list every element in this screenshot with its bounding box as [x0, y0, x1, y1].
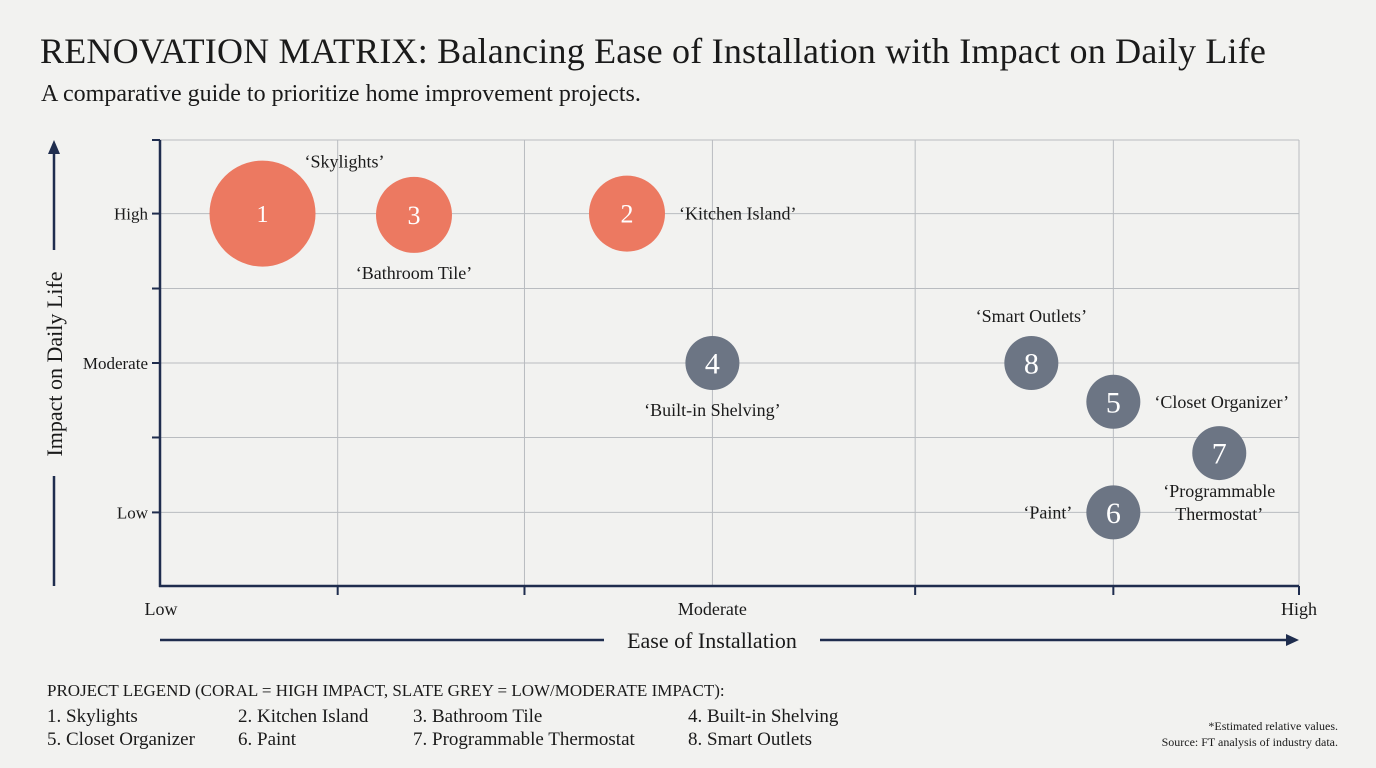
legend-item: 4. Built-in Shelving: [688, 706, 839, 727]
y-tick-label: Moderate: [83, 354, 148, 373]
y-tick-label: Low: [117, 503, 149, 522]
x-axis-arrow-head: [1286, 634, 1299, 646]
y-tick-label: High: [114, 205, 149, 224]
footnotes: *Estimated relative values. Source: FT a…: [1162, 718, 1338, 750]
legend-title: PROJECT LEGEND (CORAL = HIGH IMPACT, SLA…: [47, 681, 725, 700]
legend-item: 3. Bathroom Tile: [413, 706, 543, 727]
legend-item: 1. Skylights: [47, 706, 138, 727]
data-point-label: ‘Skylights’: [305, 152, 385, 172]
data-point-marker: [1086, 485, 1141, 540]
data-points: 1 ‘Skylights’ 2 ‘Kitchen Island’ 3 ‘Bathroom …: [209, 152, 1289, 540]
data-point-label: ‘Kitchen Island’: [679, 204, 796, 224]
data-point-marker: [1192, 426, 1247, 481]
data-point-number: 6: [1106, 497, 1121, 530]
legend: 1. Skylights 2. Kitchen Island 3. Bathro…: [47, 706, 888, 752]
data-point-marker: [209, 160, 316, 267]
data-point-number: 4: [705, 348, 720, 381]
data-point-marker: [375, 176, 452, 253]
data-point-number: 7: [1212, 438, 1227, 471]
legend-item: 7. Programmable Thermostat: [413, 729, 635, 750]
data-point-number: 3: [407, 201, 420, 230]
data-point-marker: [1004, 336, 1059, 390]
data-point-number: 2: [620, 200, 633, 229]
data-point-label: ‘Paint’: [1023, 502, 1072, 522]
x-tick-label: High: [1281, 599, 1317, 619]
estimate-note: *Estimated relative values.: [1208, 719, 1338, 733]
data-point-number: 5: [1106, 386, 1121, 419]
y-axis-arrow-head: [48, 140, 60, 154]
data-point-marker: [1086, 374, 1141, 429]
x-tick-label: Low: [145, 599, 178, 619]
x-tick-label: Moderate: [678, 599, 747, 619]
data-point-number: 1: [257, 202, 269, 228]
data-point-label: ‘Bathroom Tile’: [356, 263, 473, 283]
data-point-number: 8: [1024, 348, 1039, 381]
legend-item: 6. Paint: [238, 729, 297, 750]
x-axis-label: Ease of Installation: [627, 628, 797, 653]
data-point-label: ‘Smart Outlets’: [976, 306, 1087, 326]
data-point-marker: [685, 336, 740, 390]
legend-item: 2. Kitchen Island: [238, 706, 369, 727]
data-point-label: ‘Programmable Thermostat’: [1163, 481, 1275, 524]
chart-title: RENOVATION MATRIX: Balancing Ease of Ins…: [40, 31, 1267, 71]
y-axis-label: Impact on Daily Life: [42, 271, 67, 456]
chart-subtitle: A comparative guide to prioritize home i…: [41, 81, 641, 107]
data-point-label: ‘Closet Organizer’: [1154, 392, 1289, 412]
legend-item: 5. Closet Organizer: [47, 729, 195, 750]
data-point-marker: [588, 175, 665, 252]
source-note: Source: FT analysis of industry data.: [1161, 735, 1338, 749]
data-point-label: ‘Built-in Shelving’: [644, 400, 781, 420]
legend-item: 8. Smart Outlets: [688, 729, 813, 750]
